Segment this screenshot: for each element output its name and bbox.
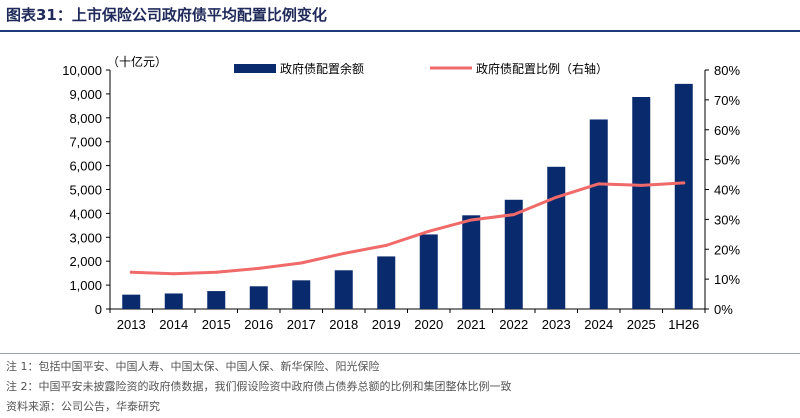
x-tick-label: 2021 xyxy=(457,317,486,332)
y2-tick-label: 50% xyxy=(714,153,740,168)
ratio-point xyxy=(639,183,643,187)
bar xyxy=(292,280,311,309)
x-tick-label: 1H26 xyxy=(668,317,699,332)
ratio-point xyxy=(129,270,133,274)
ratio-point xyxy=(597,182,601,186)
bar xyxy=(207,291,226,309)
legend-line-label: 政府债配置比例（右轴） xyxy=(476,61,608,76)
notes-divider xyxy=(0,353,800,354)
legend-bar-label: 政府债配置余额 xyxy=(280,61,364,76)
y-axis-unit-label: （十亿元） xyxy=(107,54,167,69)
y2-tick-label: 40% xyxy=(714,183,740,198)
y-tick-label: 4,000 xyxy=(69,206,102,221)
x-tick-label: 2023 xyxy=(542,317,571,332)
y-tick-label: 6,000 xyxy=(69,159,102,174)
bar xyxy=(674,83,693,309)
ratio-point xyxy=(554,195,558,199)
legend-bar-swatch xyxy=(234,64,276,73)
legend: 政府债配置余额 政府债配置比例（右轴） xyxy=(234,61,608,76)
bar xyxy=(334,270,353,309)
ratio-point xyxy=(214,270,218,274)
bar xyxy=(122,294,141,309)
y-tick-label: 2,000 xyxy=(69,254,102,269)
x-tick-label: 2019 xyxy=(372,317,401,332)
y-tick-label: 9,000 xyxy=(69,87,102,102)
x-tick-label: 2016 xyxy=(244,317,273,332)
x-tick-label: 2014 xyxy=(159,317,188,332)
bar xyxy=(377,256,396,309)
chart-title: 图表31：上市保险公司政府债平均配置比例变化 xyxy=(6,6,327,24)
y2-tick-label: 80% xyxy=(714,63,740,78)
y-tick-label: 10,000 xyxy=(62,63,102,78)
bar xyxy=(547,166,566,309)
y-tick-label: 1,000 xyxy=(69,278,102,293)
ratio-point xyxy=(427,229,431,233)
ratio-point xyxy=(342,251,346,255)
x-tick-label: 2022 xyxy=(499,317,528,332)
combo-chart: （十亿元） 政府债配置余额 政府债配置比例（右轴） 0 1,000 2,000 3,0… xyxy=(62,54,740,332)
y-tick-label: 3,000 xyxy=(69,230,102,245)
ratio-point xyxy=(512,213,516,217)
y2-tick-label: 30% xyxy=(714,212,740,227)
bar xyxy=(504,199,523,309)
y2-tick-label: 70% xyxy=(714,93,740,108)
bar xyxy=(249,286,268,309)
bar xyxy=(632,97,651,309)
bar xyxy=(462,215,481,309)
note-2: 注 2：中国平安未披露险资的政府债数据，我们假设险资中政府债占债券总额的比例和集… xyxy=(6,380,512,393)
y-tick-label: 7,000 xyxy=(69,135,102,150)
x-tick-label: 2024 xyxy=(584,317,613,332)
x-tick-label: 2015 xyxy=(202,317,231,332)
title-divider xyxy=(0,30,800,32)
bar xyxy=(589,119,608,310)
y-tick-label: 0 xyxy=(95,302,102,317)
y2-tick-label: 20% xyxy=(714,242,740,257)
x-tick-label: 2013 xyxy=(117,317,146,332)
y-tick-label: 5,000 xyxy=(69,183,102,198)
x-tick-label: 2018 xyxy=(329,317,358,332)
x-tick-label: 2017 xyxy=(287,317,316,332)
ratio-point xyxy=(299,261,303,265)
x-tick-label: 2025 xyxy=(627,317,656,332)
y2-tick-label: 60% xyxy=(714,123,740,138)
x-tick-label: 2020 xyxy=(414,317,443,332)
y-tick-label: 8,000 xyxy=(69,111,102,126)
ratio-point xyxy=(469,218,473,222)
y2-tick-label: 10% xyxy=(714,272,740,287)
ratio-point xyxy=(384,243,388,247)
ratio-point xyxy=(172,272,176,276)
ratio-point xyxy=(682,181,686,185)
source-note: 资料来源：公司公告，华泰研究 xyxy=(6,400,160,413)
bar xyxy=(419,234,438,309)
ratio-point xyxy=(257,266,261,270)
bar xyxy=(164,293,183,309)
note-1: 注 1：包括中国平安、中国人寿、中国太保、中国人保、新华保险、阳光保险 xyxy=(6,360,380,373)
ratio-line xyxy=(129,181,686,276)
y2-tick-label: 0% xyxy=(714,302,733,317)
